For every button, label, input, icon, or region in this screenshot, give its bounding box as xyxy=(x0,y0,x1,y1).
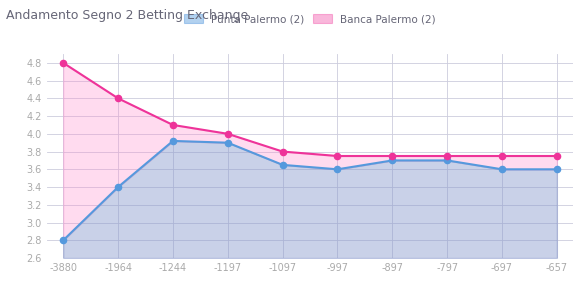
Point xyxy=(442,154,452,158)
Legend: Punta Palermo (2), Banca Palermo (2): Punta Palermo (2), Banca Palermo (2) xyxy=(184,14,436,24)
Point xyxy=(168,139,178,143)
Point xyxy=(333,154,342,158)
Point xyxy=(552,154,562,158)
Point xyxy=(497,154,507,158)
Point xyxy=(168,123,178,128)
Text: Andamento Segno 2 Betting Exchange: Andamento Segno 2 Betting Exchange xyxy=(6,9,248,22)
Point xyxy=(223,140,232,145)
Point xyxy=(278,149,287,154)
Point xyxy=(333,167,342,172)
Point xyxy=(113,96,123,101)
Point xyxy=(552,167,562,172)
Point xyxy=(58,238,68,243)
Point xyxy=(223,131,232,136)
Point xyxy=(442,158,452,163)
Point xyxy=(388,158,397,163)
Point xyxy=(497,167,507,172)
Point xyxy=(113,184,123,189)
Point xyxy=(388,154,397,158)
Point xyxy=(278,163,287,167)
Point xyxy=(58,61,68,65)
